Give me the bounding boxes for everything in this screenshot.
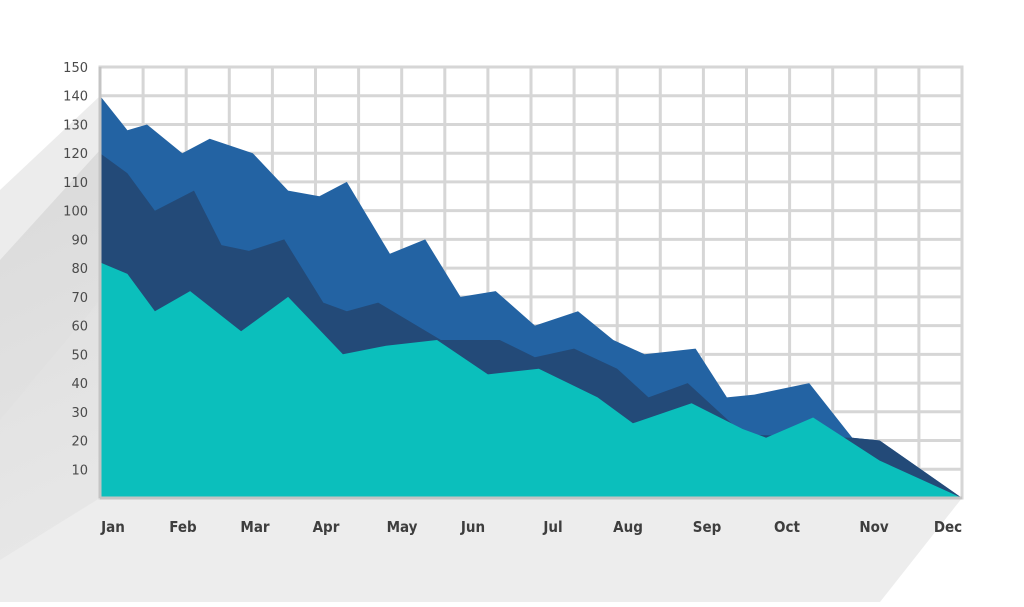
y-tick-label: 10 — [71, 463, 88, 478]
y-tick-label: 130 — [63, 118, 88, 133]
y-tick-label: 150 — [63, 61, 88, 76]
x-tick-label: May — [387, 518, 418, 536]
y-tick-label: 80 — [71, 262, 88, 277]
y-tick-label: 50 — [71, 348, 88, 363]
x-tick-label: Dec — [934, 518, 962, 536]
y-tick-label: 40 — [71, 377, 88, 392]
y-tick-label: 20 — [71, 435, 88, 450]
x-tick-label: Sep — [693, 518, 722, 536]
y-tick-label: 110 — [63, 176, 88, 191]
x-tick-label: Oct — [774, 518, 800, 536]
y-axis-ticks: 150 140 130 120 110 100 90 80 70 60 50 40 30 20 10 — [63, 61, 88, 478]
x-tick-label: Jul — [542, 518, 562, 536]
x-axis-ticks: Jan Feb Mar Apr May Jun Jul Aug Sep Oct Nov Dec — [100, 518, 962, 536]
chart-areas — [100, 95, 962, 498]
y-tick-label: 100 — [63, 205, 88, 220]
x-tick-label: Apr — [313, 518, 340, 536]
y-tick-label: 30 — [71, 406, 88, 421]
x-tick-label: Jun — [460, 518, 485, 536]
x-tick-label: Mar — [240, 518, 270, 536]
y-tick-label: 120 — [63, 147, 88, 162]
y-tick-label: 140 — [63, 90, 88, 105]
x-tick-label: Aug — [613, 518, 643, 536]
x-tick-label: Nov — [859, 518, 889, 536]
x-tick-label: Jan — [100, 518, 125, 536]
background-shadow — [0, 96, 962, 602]
y-tick-label: 60 — [71, 320, 88, 335]
area-series-1 — [100, 262, 962, 498]
x-tick-label: Feb — [169, 518, 197, 536]
y-tick-label: 90 — [71, 233, 88, 248]
y-tick-label: 70 — [71, 291, 88, 306]
